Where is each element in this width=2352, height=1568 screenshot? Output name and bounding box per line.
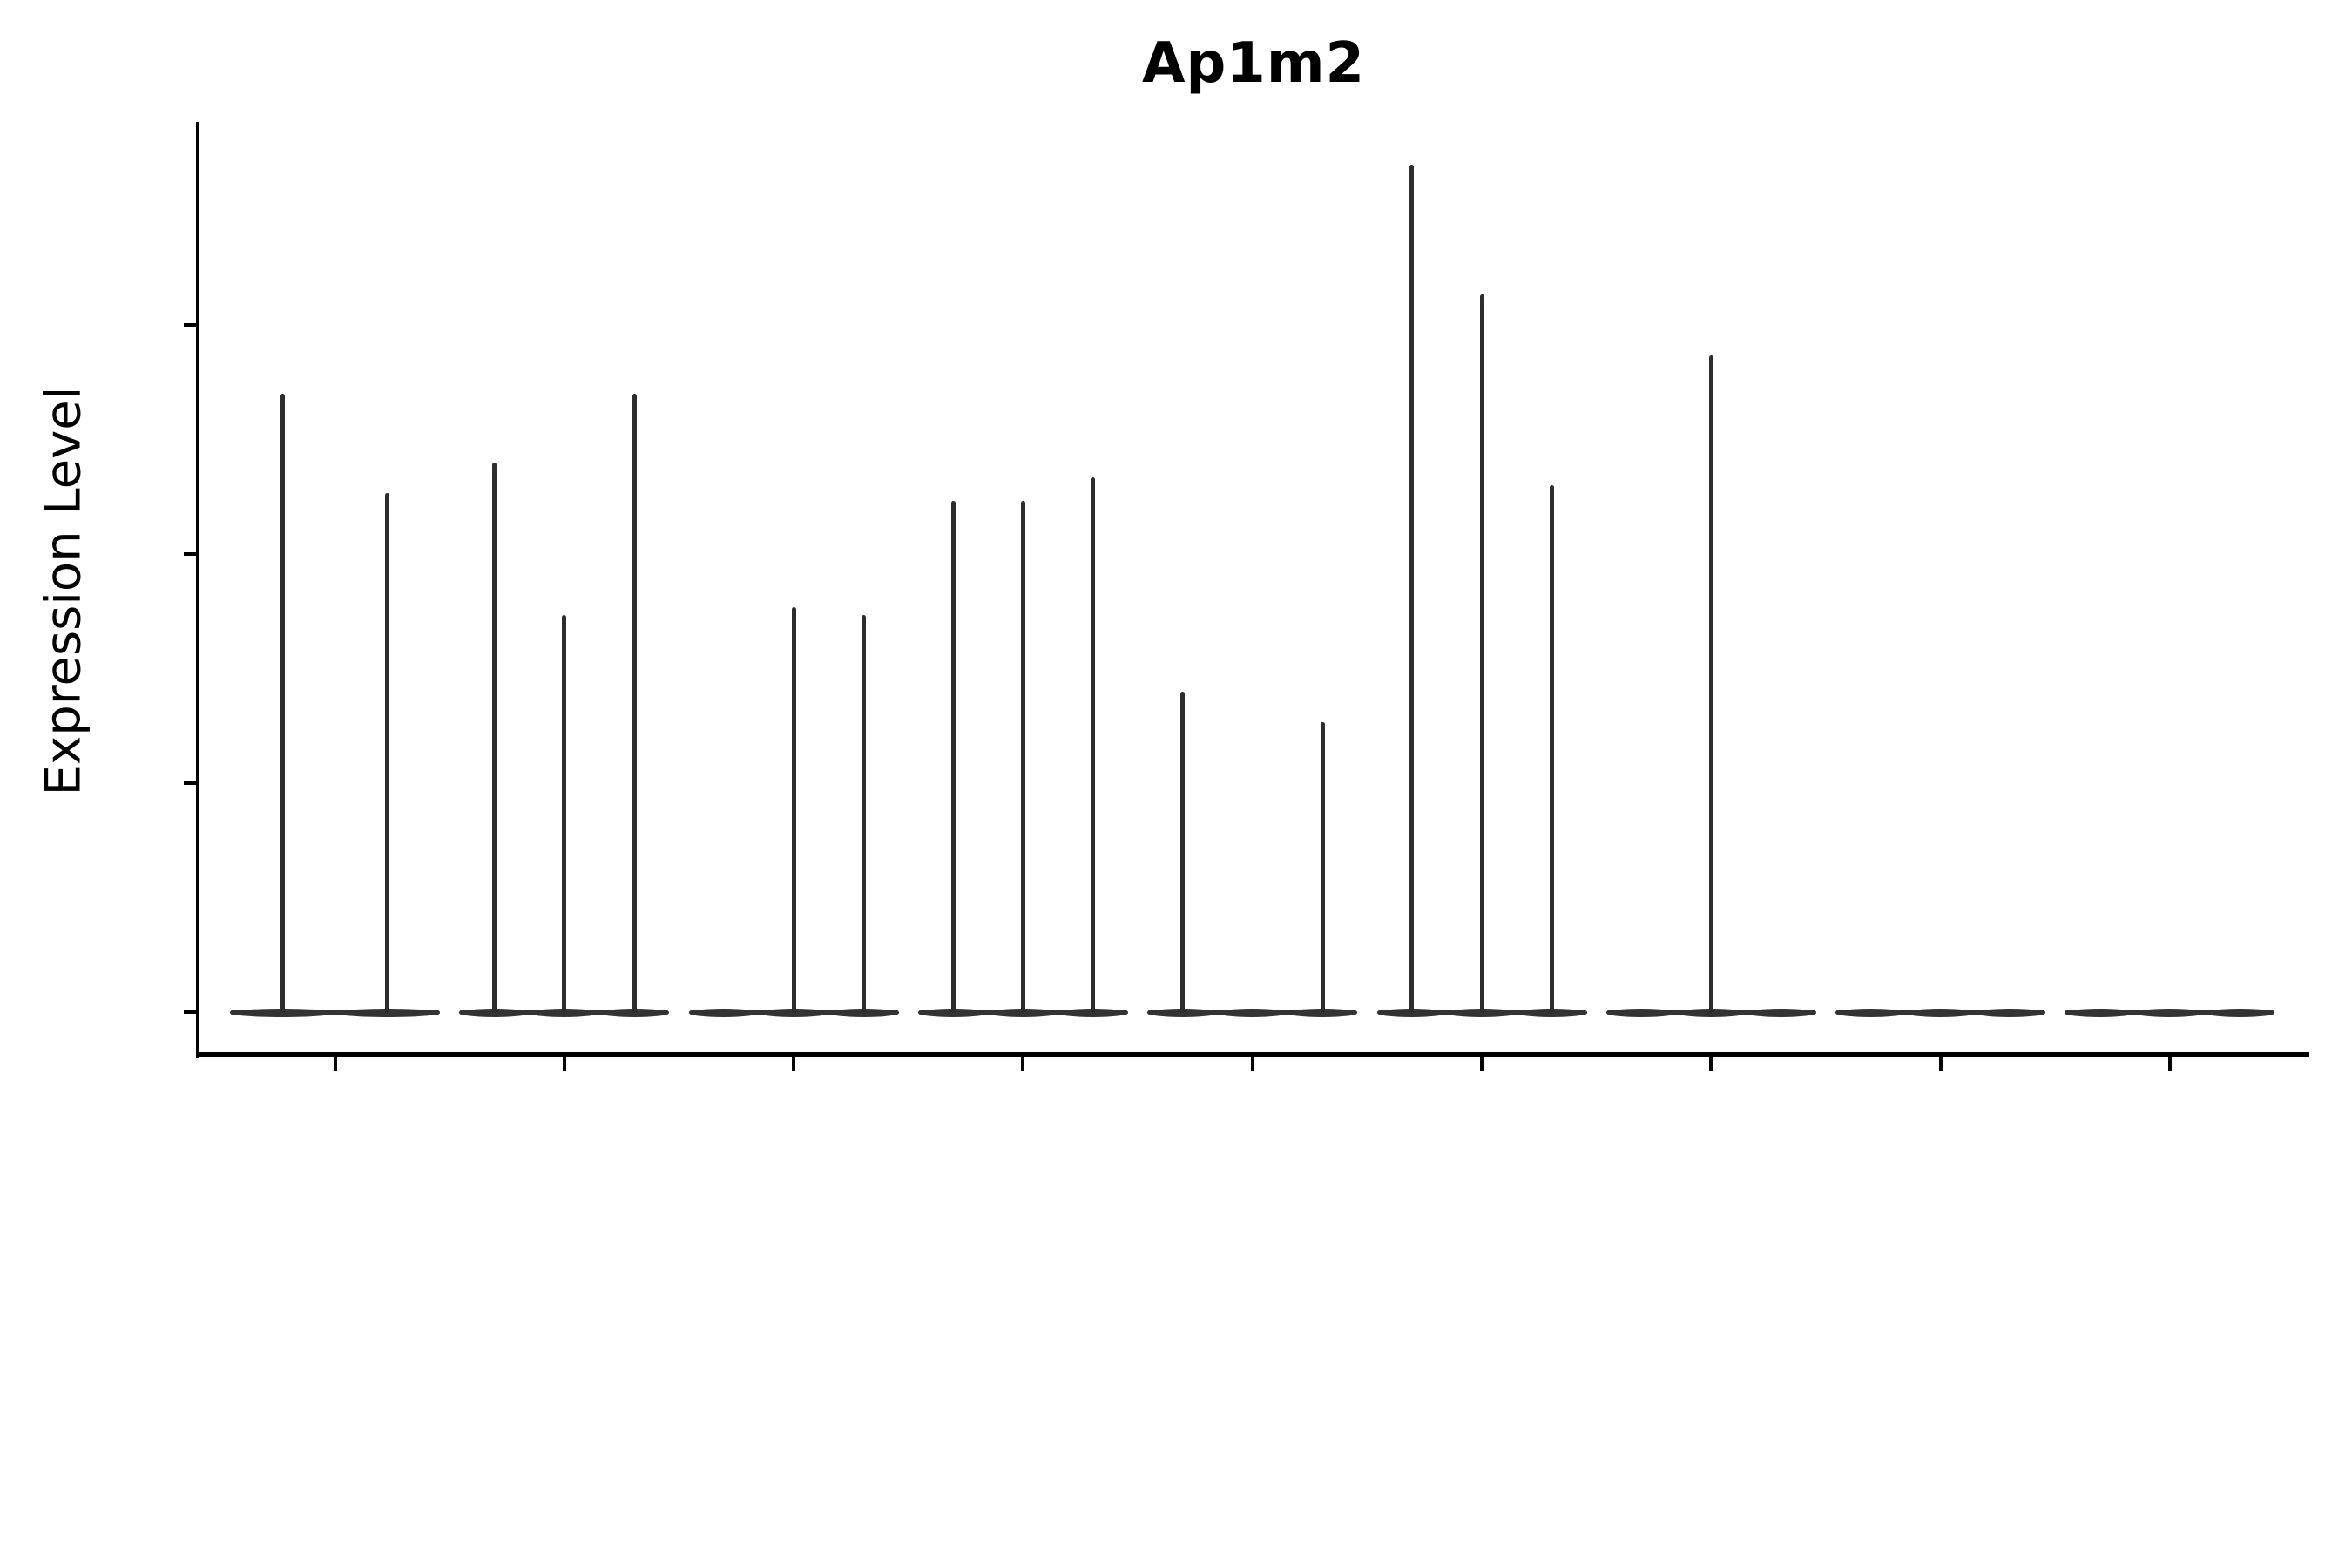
y-tick-mark (184, 551, 197, 556)
x-tick-label (1118, 1098, 1734, 1568)
x-tick-mark (333, 1057, 337, 1071)
violin-spike (1409, 164, 1415, 1013)
violin-bulge (1907, 1008, 1975, 1017)
y-tick-mark (184, 1010, 197, 1014)
x-tick-label (889, 1098, 1504, 1568)
x-tick-mark (562, 1057, 566, 1071)
y-tick-mark (184, 322, 197, 327)
violin-body (230, 1010, 440, 1015)
chart-title: Ap1m2 (1141, 31, 1366, 96)
x-tick-mark (1480, 1057, 1484, 1071)
violin-spike (562, 615, 567, 1013)
violin-spike (280, 393, 285, 1013)
violin-spike (1179, 691, 1185, 1013)
violin-spike (632, 393, 637, 1013)
violin-bulge (1747, 1008, 1815, 1017)
violin-bulge (2206, 1008, 2274, 1017)
x-tick-mark (1938, 1057, 1943, 1071)
violin-spike (1479, 294, 1484, 1013)
y-axis-label: Expression Level (35, 386, 92, 796)
violin-bulge (1977, 1008, 2044, 1017)
x-tick-label (0, 1098, 358, 1568)
violin-spike (1091, 477, 1096, 1013)
x-axis-line (196, 1052, 2309, 1057)
x-tick-label (0, 1098, 587, 1568)
violin-spike (491, 462, 497, 1013)
x-tick-label (1577, 1098, 2193, 1568)
x-tick-mark (1250, 1057, 1254, 1071)
violin-spike (1708, 355, 1713, 1013)
x-tick-label (200, 1098, 816, 1568)
x-tick-label (659, 1098, 1275, 1568)
violin-spike (385, 492, 390, 1013)
y-axis-line (196, 122, 199, 1058)
x-tick-mark (2167, 1057, 2172, 1071)
violin-bulge (1836, 1008, 1904, 1017)
x-tick-mark (1021, 1057, 1025, 1071)
violin-bulge (2136, 1008, 2204, 1017)
violin-spike (1549, 485, 1554, 1013)
violin-bulge (1607, 1008, 1675, 1017)
violin-bulge (1219, 1008, 1287, 1017)
x-tick-label (1347, 1098, 1963, 1568)
violin-bulge (690, 1008, 758, 1017)
violin-spike (861, 615, 866, 1013)
violin-bulge (2066, 1008, 2134, 1017)
y-tick-mark (184, 781, 197, 785)
violin-spike (950, 500, 956, 1013)
violin-spike (791, 607, 796, 1013)
violin-spike (1320, 721, 1325, 1013)
x-tick-mark (792, 1057, 796, 1071)
x-tick-label (429, 1098, 1045, 1568)
x-tick-mark (1709, 1057, 1713, 1071)
violin-spike (1020, 500, 1025, 1013)
